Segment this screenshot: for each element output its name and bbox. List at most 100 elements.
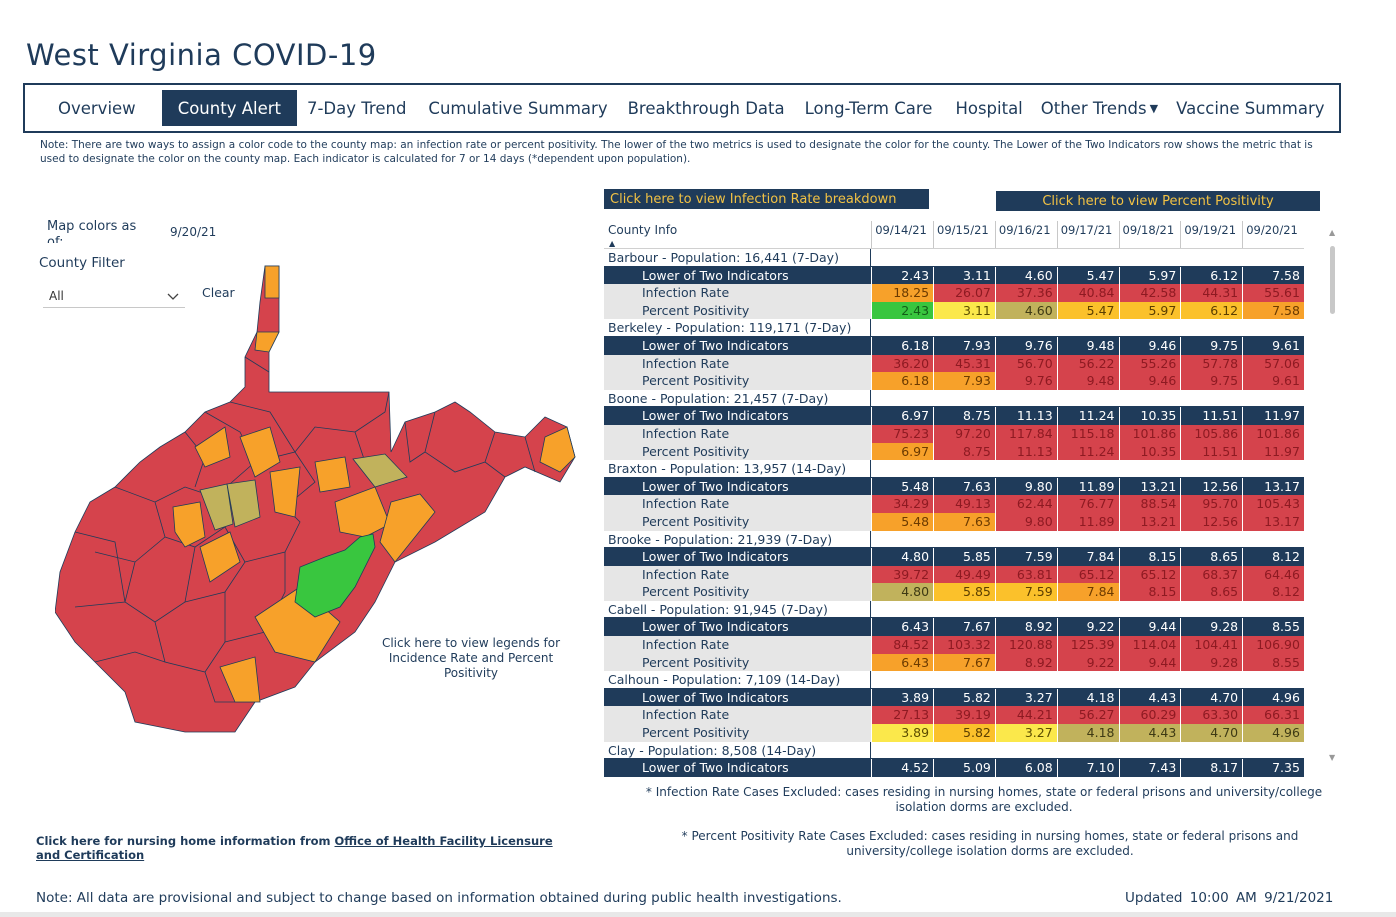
county-region[interactable] xyxy=(55,265,576,733)
tab-breakthrough-data[interactable]: Breakthrough Data xyxy=(628,90,785,126)
county-alert-table: County Info ▲ 09/14/21 09/15/21 09/16/21 09… xyxy=(604,221,1304,781)
lower-label: Lower of Two Indicators xyxy=(604,688,872,707)
tab-county-alert[interactable]: County Alert xyxy=(161,90,297,126)
date-column-header[interactable]: 09/19/21 xyxy=(1180,221,1242,248)
county-region[interactable] xyxy=(264,265,280,299)
county-row[interactable]: Clay - Population: 8,508 (14-Day) xyxy=(604,741,1304,760)
lower-cell: 6.18 xyxy=(871,336,934,355)
table-scrollbar[interactable] xyxy=(1330,246,1335,314)
county-row[interactable]: Berkeley - Population: 119,171 (7-Day) xyxy=(604,319,1304,337)
positivity-row[interactable]: Percent Positivity 6.18 7.93 9.76 9.48 9.46 9.… xyxy=(604,372,1304,390)
county-region[interactable] xyxy=(254,331,280,353)
county-row-fill xyxy=(871,460,1304,478)
date-column-header[interactable]: 09/16/21 xyxy=(994,221,1057,248)
tab-cumulative-summary[interactable]: Cumulative Summary xyxy=(428,90,607,126)
county-region[interactable] xyxy=(239,426,281,478)
county-region[interactable] xyxy=(314,456,351,493)
positivity-row[interactable]: Percent Positivity 6.97 8.75 11.13 11.24 10.3… xyxy=(604,442,1304,461)
positivity-cell: 7.93 xyxy=(933,372,995,390)
legend-link[interactable]: Click here to view legends for Incidence… xyxy=(381,636,561,680)
positivity-row[interactable]: Percent Positivity 4.80 5.85 7.59 7.84 8.15 8.… xyxy=(604,583,1304,601)
county-row[interactable]: Brooke - Population: 21,939 (7-Day) xyxy=(604,530,1304,549)
scroll-up-icon[interactable]: ▲ xyxy=(1329,228,1336,237)
county-region[interactable] xyxy=(226,479,261,528)
lower-row[interactable]: Lower of Two Indicators 4.52 5.09 6.08 7.10 7… xyxy=(604,759,1304,777)
date-column-header[interactable]: 09/14/21 xyxy=(871,221,933,248)
county-region[interactable] xyxy=(294,533,376,618)
infection-cell: 64.46 xyxy=(1242,565,1304,584)
infection-row[interactable]: Infection Rate 39.72 49.49 63.81 65.12 65.12 6… xyxy=(604,565,1304,584)
positivity-label: Percent Positivity xyxy=(604,512,872,531)
date-column-header[interactable]: 09/20/21 xyxy=(1242,221,1304,248)
county-region[interactable] xyxy=(199,483,234,531)
tab-hospital[interactable]: Hospital xyxy=(955,90,1022,126)
county-row[interactable]: Braxton - Population: 13,957 (14-Day) xyxy=(604,460,1304,478)
lower-cell: 7.93 xyxy=(933,336,995,355)
infection-row[interactable]: Infection Rate 27.13 39.19 44.21 56.27 60.29 6… xyxy=(604,706,1304,725)
sort-asc-icon[interactable]: ▲ xyxy=(609,239,616,248)
county-info-header[interactable]: County Info ▲ xyxy=(604,221,871,248)
tab-other-trends[interactable]: Other Trends ▼ xyxy=(1041,90,1158,126)
positivity-cell: 4.18 xyxy=(1056,724,1119,742)
infection-row[interactable]: Infection Rate 36.20 45.31 56.70 56.22 55.26 5… xyxy=(604,354,1304,373)
county-row-fill xyxy=(871,249,1304,267)
positivity-cell: 5.47 xyxy=(1056,301,1119,320)
county-row[interactable]: Calhoun - Population: 7,109 (14-Day) xyxy=(604,671,1304,689)
county-row[interactable]: Cabell - Population: 91,945 (7-Day) xyxy=(604,600,1304,619)
tab-overview[interactable]: Overview xyxy=(58,90,136,126)
lower-cell: 9.22 xyxy=(1056,618,1119,637)
lower-row[interactable]: Lower of Two Indicators 6.97 8.75 11.13 11.2… xyxy=(604,407,1304,425)
lower-cell: 8.65 xyxy=(1180,548,1243,566)
lower-cell: 8.92 xyxy=(994,618,1057,637)
county-row[interactable]: Barbour - Population: 16,441 (7-Day) xyxy=(604,249,1304,267)
positivity-row[interactable]: Percent Positivity 2.43 3.11 4.60 5.47 5.97 6.… xyxy=(604,301,1304,320)
county-region[interactable] xyxy=(539,426,576,473)
positivity-row[interactable]: Percent Positivity 5.48 7.63 9.80 11.89 13.21… xyxy=(604,512,1304,531)
county-region[interactable] xyxy=(269,466,301,518)
infection-row[interactable]: Infection Rate 75.23 97.20 117.84 115.18 101.… xyxy=(604,424,1304,443)
clear-filter-button[interactable]: Clear xyxy=(202,285,235,300)
positivity-cell: 6.97 xyxy=(871,442,934,461)
positivity-row[interactable]: Percent Positivity 6.43 7.67 8.92 9.22 9.44 9.… xyxy=(604,653,1304,672)
lower-cell: 9.28 xyxy=(1180,618,1243,637)
county-region[interactable] xyxy=(334,486,391,538)
infection-row[interactable]: Infection Rate 34.29 49.13 62.44 76.77 88.54 9… xyxy=(604,495,1304,513)
lower-row[interactable]: Lower of Two Indicators 6.43 7.67 8.92 9.22 9… xyxy=(604,618,1304,637)
county-filter-select[interactable]: All xyxy=(43,284,185,308)
infection-row[interactable]: Infection Rate 18.25 26.07 37.36 40.84 42.58 4… xyxy=(604,284,1304,302)
county-region[interactable] xyxy=(199,531,241,583)
lower-cell: 3.27 xyxy=(994,688,1057,707)
date-column-header[interactable]: 09/17/21 xyxy=(1056,221,1119,248)
tab-long-term-care[interactable]: Long-Term Care xyxy=(805,90,933,126)
lower-row[interactable]: Lower of Two Indicators 2.43 3.11 4.60 5.47 5… xyxy=(604,266,1304,285)
infection-cell: 60.29 xyxy=(1118,706,1181,725)
tab-7-day-trend[interactable]: 7-Day Trend xyxy=(307,90,406,126)
date-column-header[interactable]: 09/15/21 xyxy=(933,221,995,248)
county-region[interactable] xyxy=(219,656,261,703)
tab-label: Long-Term Care xyxy=(804,98,933,118)
lower-row[interactable]: Lower of Two Indicators 4.80 5.85 7.59 7.84 8… xyxy=(604,548,1304,566)
positivity-row[interactable]: Percent Positivity 3.89 5.82 3.27 4.18 4.43 4.… xyxy=(604,724,1304,742)
infection-row[interactable]: Infection Rate 84.52 103.32 120.88 125.39 114… xyxy=(604,636,1304,654)
county-name: Brooke - Population: 21,939 (7-Day) xyxy=(604,530,872,549)
county-region[interactable] xyxy=(352,453,408,488)
county-row[interactable]: Boone - Population: 21,457 (7-Day) xyxy=(604,389,1304,408)
county-region[interactable] xyxy=(172,501,206,548)
lower-row[interactable]: Lower of Two Indicators 5.48 7.63 9.80 11.89… xyxy=(604,477,1304,496)
infection-label: Infection Rate xyxy=(604,706,872,725)
lower-row[interactable]: Lower of Two Indicators 3.89 5.82 3.27 4.18 4… xyxy=(604,688,1304,707)
infection-rate-breakdown-button[interactable]: Click here to view Infection Rate breakd… xyxy=(604,189,929,209)
county-region[interactable] xyxy=(194,426,231,468)
lower-cell: 9.48 xyxy=(1056,336,1119,355)
nursing-home-link[interactable]: Office of Health Facility Licensure and … xyxy=(36,834,553,862)
west-virginia-county-map[interactable] xyxy=(55,262,580,737)
date-column-header[interactable]: 09/18/21 xyxy=(1118,221,1181,248)
county-row-fill xyxy=(871,390,1304,408)
percent-positivity-button[interactable]: Click here to view Percent Positivity xyxy=(996,191,1320,211)
infection-cell: 115.18 xyxy=(1056,424,1119,443)
scroll-down-icon[interactable]: ▼ xyxy=(1329,753,1336,762)
lower-row[interactable]: Lower of Two Indicators 6.18 7.93 9.76 9.48 9… xyxy=(604,336,1304,355)
tab-label: Breakthrough Data xyxy=(627,98,785,118)
county-region[interactable] xyxy=(379,493,436,563)
tab-vaccine-summary[interactable]: Vaccine Summary xyxy=(1176,90,1324,126)
